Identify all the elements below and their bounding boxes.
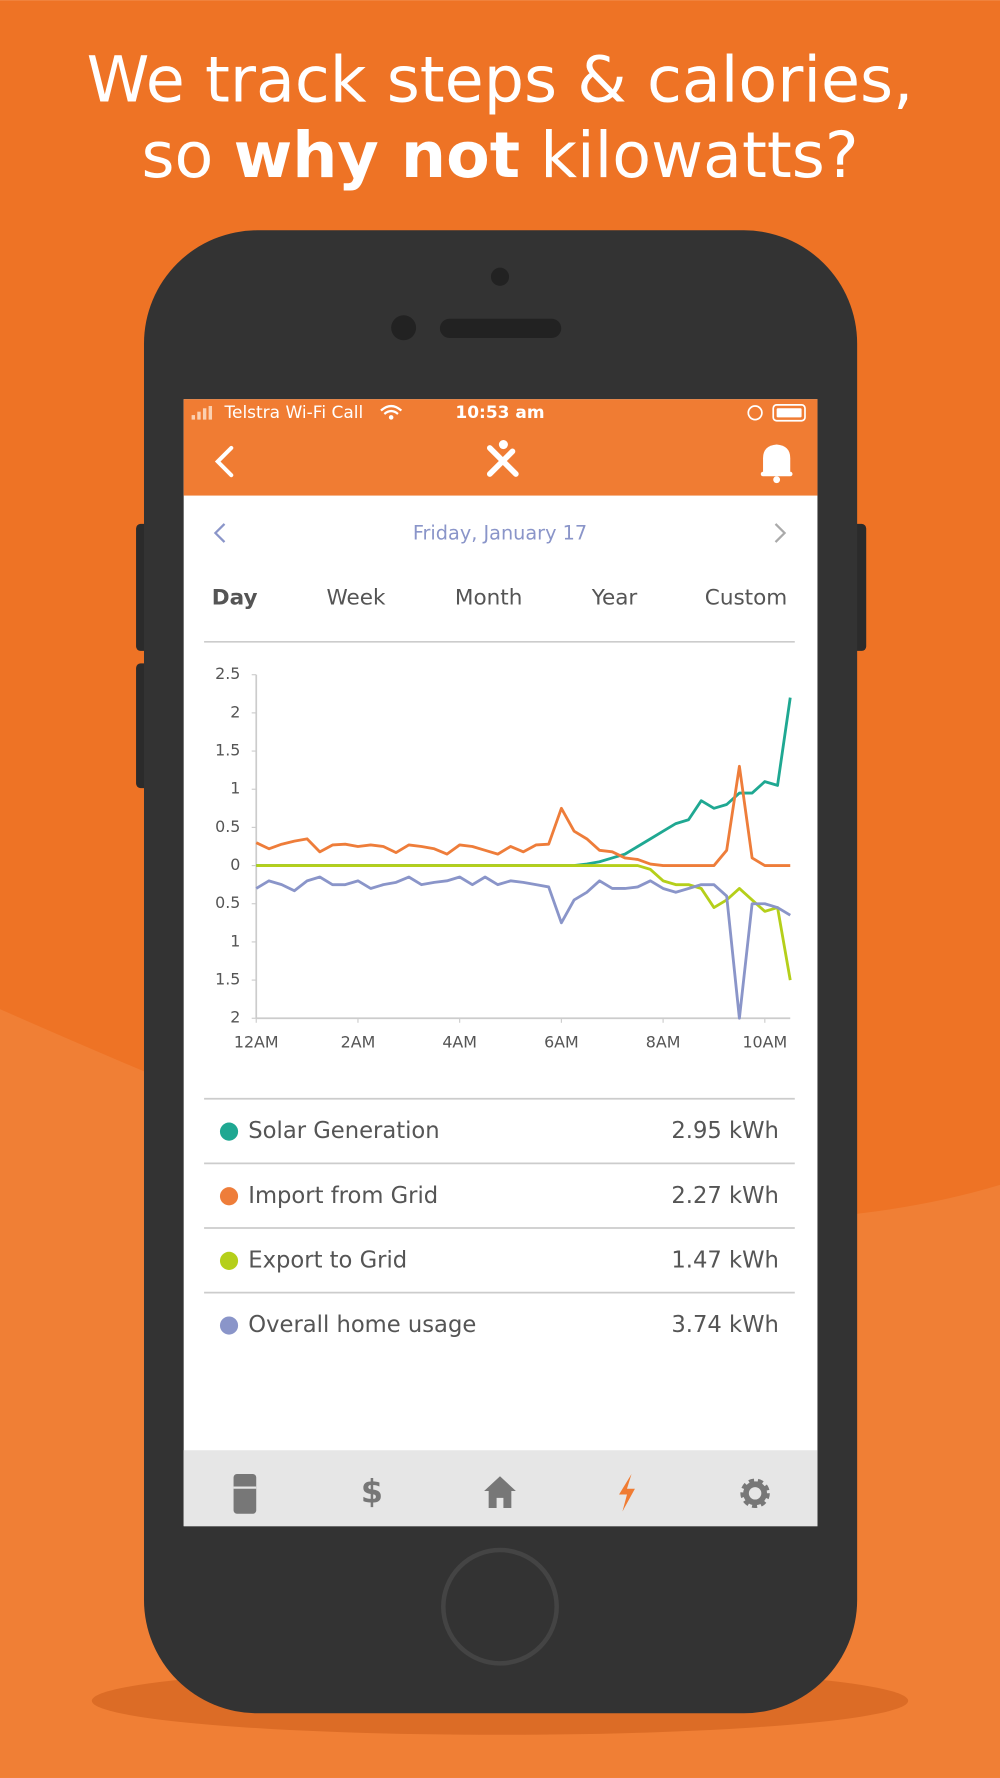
legend-dot xyxy=(219,1251,239,1270)
y-tick-label: 1 xyxy=(230,779,240,798)
legend-dot xyxy=(219,1122,239,1141)
settings-tab xyxy=(743,1481,768,1506)
app-logo xyxy=(498,440,508,450)
tab[interactable]: Custom xyxy=(705,586,788,611)
previous-day[interactable] xyxy=(213,523,226,543)
headline-text: so xyxy=(141,117,233,191)
lock-icon xyxy=(747,405,763,421)
wifi-icon xyxy=(388,415,394,420)
y-tick-label: 0 xyxy=(230,855,240,874)
headline-line2: so why not kilowatts? xyxy=(141,117,858,191)
x-tick-label: 12AM xyxy=(234,1033,279,1052)
y-tick-label: 2 xyxy=(230,702,240,721)
y-tick-label: 0.5 xyxy=(215,893,240,912)
chart: 2.5 2 1.5 1 0.5 0 0.5 1 1.5 2 12AM 2AM 4AM 6AM 8AM 10AM xyxy=(215,664,792,1052)
home-tab[interactable] xyxy=(484,1476,516,1509)
appliances-tab[interactable] xyxy=(233,1474,257,1514)
headline-line1: We track steps & calories, xyxy=(87,43,914,117)
x-tick-label: 2AM xyxy=(341,1033,376,1052)
series-line xyxy=(256,864,792,981)
legend: Solar Generation 2.95 kWh Import from Grid… xyxy=(204,1097,795,1338)
y-tick-label: 1.5 xyxy=(215,970,240,989)
energy-tab[interactable] xyxy=(619,1474,635,1512)
legend-total: 2.95 kWh xyxy=(671,1118,779,1144)
tab[interactable]: Month xyxy=(455,586,523,611)
clock: 10:53 am xyxy=(455,403,544,423)
legend-dot xyxy=(219,1316,239,1335)
battery-level xyxy=(776,408,802,418)
notifications-button xyxy=(760,471,793,477)
next-day[interactable] xyxy=(774,523,787,543)
x-tick-label: 4AM xyxy=(442,1033,477,1052)
y-tick-label: 1.5 xyxy=(215,741,240,760)
x-tick-label: 8AM xyxy=(646,1033,681,1052)
signal-icon xyxy=(191,406,213,420)
legend-total: 1.47 kWh xyxy=(671,1247,779,1273)
tab[interactable]: Day xyxy=(212,586,258,611)
legend-name: Solar Generation xyxy=(248,1118,439,1144)
y-tick-label: 2.5 xyxy=(215,664,240,683)
app-logo xyxy=(486,445,519,477)
sensor xyxy=(391,315,417,341)
camera xyxy=(490,267,510,286)
headline-bold: why not xyxy=(234,117,521,191)
legend-name: Export to Grid xyxy=(248,1247,407,1273)
y-tick-label: 1 xyxy=(230,931,240,950)
legend-name: Import from Grid xyxy=(248,1183,438,1209)
back-button[interactable] xyxy=(214,445,234,478)
tab[interactable]: Week xyxy=(327,586,387,611)
headline-text: kilowatts? xyxy=(520,117,858,191)
x-tick-label: 10AM xyxy=(742,1033,787,1052)
tab[interactable]: Year xyxy=(591,586,638,611)
notifications-button[interactable] xyxy=(763,444,791,475)
legend-total: 3.74 kWh xyxy=(671,1312,779,1338)
legend-dot xyxy=(219,1187,239,1206)
legend-total: 2.27 kWh xyxy=(671,1183,779,1209)
home-button[interactable] xyxy=(441,1547,559,1666)
battery-icon xyxy=(772,404,806,422)
y-tick-label: 0.5 xyxy=(215,817,240,836)
x-tick-label: 6AM xyxy=(544,1033,579,1052)
wifi-icon xyxy=(380,404,403,415)
series-line xyxy=(255,764,791,867)
y-tick-label: 2 xyxy=(230,1008,240,1027)
speaker xyxy=(439,318,562,338)
series-line xyxy=(255,875,791,1020)
costs-tab[interactable]: $ xyxy=(361,1474,383,1510)
carrier: Telstra Wi-Fi Call xyxy=(223,403,363,423)
screen xyxy=(183,399,818,1527)
date: Friday, January 17 xyxy=(413,522,587,545)
notifications-button xyxy=(773,476,781,484)
legend-name: Overall home usage xyxy=(248,1312,476,1338)
